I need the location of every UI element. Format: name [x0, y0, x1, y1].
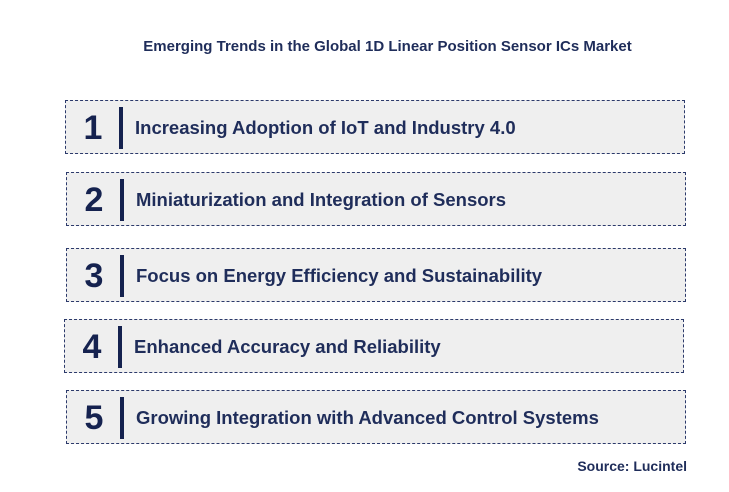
trend-divider — [120, 179, 124, 221]
trend-number: 3 — [84, 257, 104, 295]
trend-divider — [120, 397, 124, 439]
trend-divider — [119, 107, 123, 149]
trend-divider — [118, 326, 122, 368]
trend-label: Enhanced Accuracy and Reliability — [134, 336, 441, 357]
trend-item-5: 5 Growing Integration with Advanced Cont… — [66, 390, 686, 444]
trend-label: Growing Integration with Advanced Contro… — [136, 407, 599, 428]
trend-number: 5 — [84, 399, 104, 437]
trend-item-2: 2 Miniaturization and Integration of Sen… — [66, 172, 686, 226]
trend-label: Increasing Adoption of IoT and Industry … — [135, 117, 516, 138]
trend-item-1: 1 Increasing Adoption of IoT and Industr… — [65, 100, 685, 154]
diagram-title: Emerging Trends in the Global 1D Linear … — [143, 38, 632, 55]
trend-label: Miniaturization and Integration of Senso… — [136, 189, 507, 210]
trend-item-4: 4 Enhanced Accuracy and Reliability — [64, 319, 684, 373]
trend-number: 2 — [84, 181, 104, 219]
trend-divider — [120, 255, 124, 297]
trend-number: 1 — [83, 109, 103, 147]
trend-item-3: 3 Focus on Energy Efficiency and Sustain… — [66, 248, 686, 302]
source-note: Source: Lucintel — [577, 458, 687, 474]
trend-label: Focus on Energy Efficiency and Sustainab… — [136, 265, 543, 286]
trend-number: 4 — [82, 328, 102, 366]
